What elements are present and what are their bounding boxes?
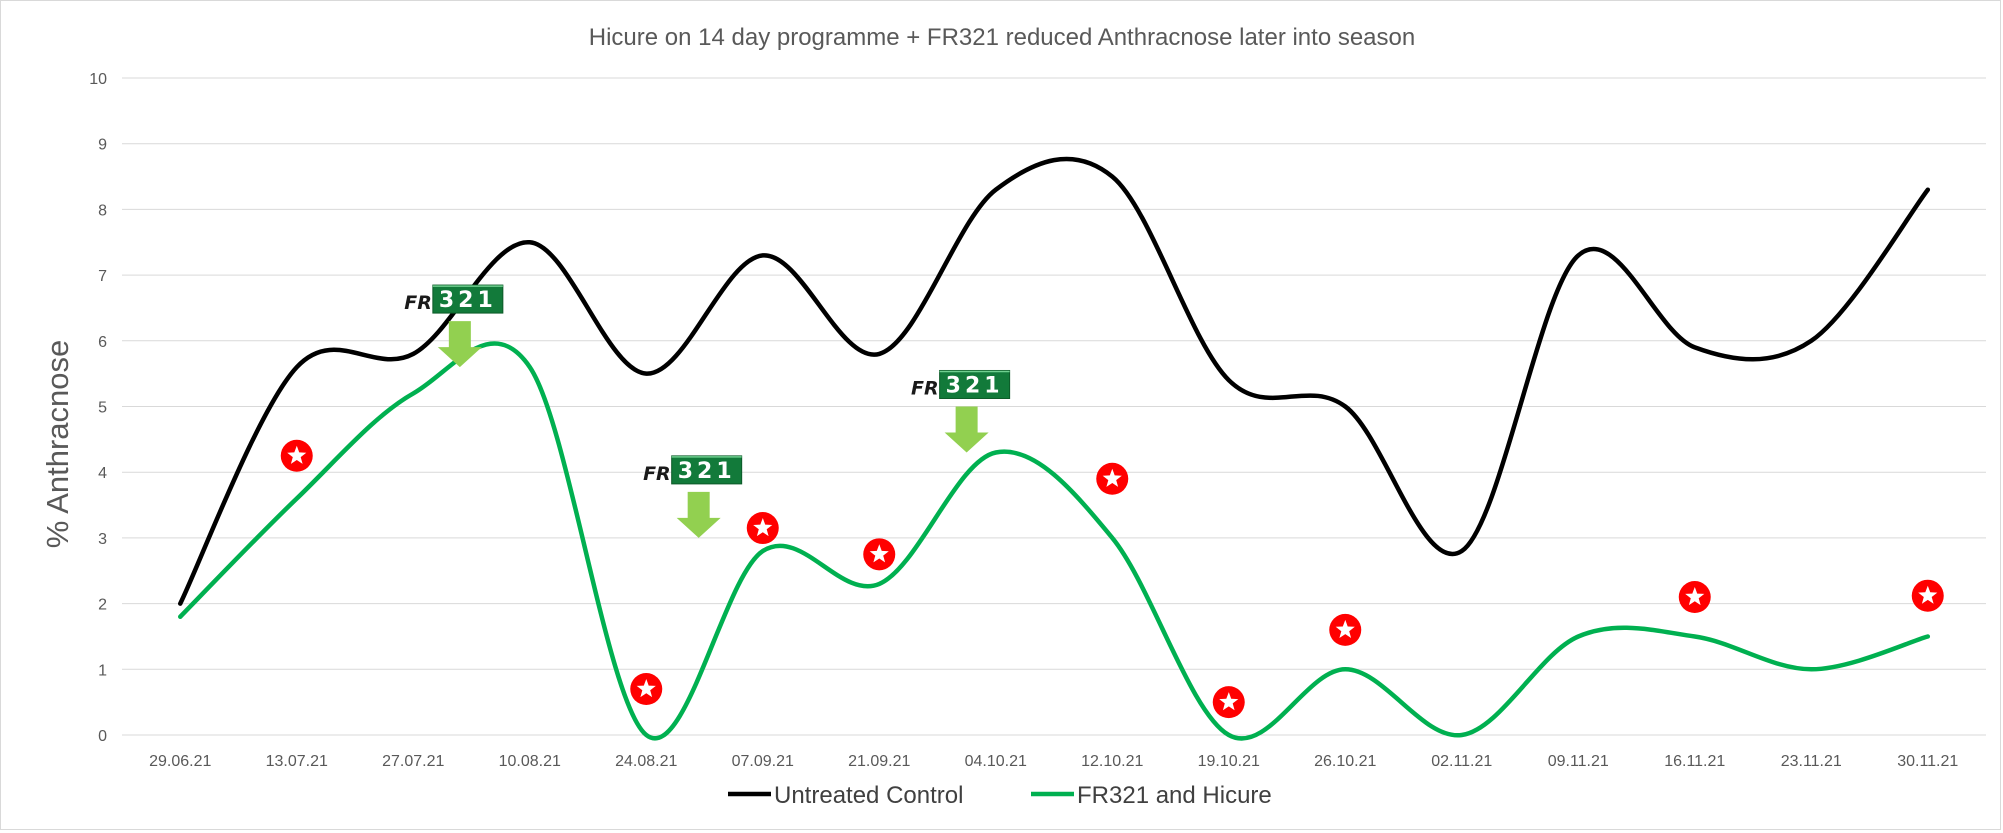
y-tick-label: 6: [98, 334, 107, 351]
x-tick-label: 04.10.21: [965, 753, 1027, 770]
x-tick-label: 16.11.21: [1664, 753, 1725, 770]
x-tick-label: 09.11.21: [1548, 753, 1609, 770]
y-axis-ticks: 0 1 2 3 4 5 6 7 8 9 10: [89, 71, 107, 745]
x-tick-label: 02.11.21: [1431, 753, 1492, 770]
hicure-star-marker: [1679, 581, 1711, 613]
fr321-annotation: FR 321: [643, 456, 742, 538]
down-arrow-icon: [677, 492, 721, 538]
hicure-star-marker: [281, 440, 313, 472]
legend-label-untreated-control: Untreated Control: [774, 782, 963, 809]
y-tick-label: 2: [98, 597, 107, 614]
x-tick-label: 24.08.21: [615, 753, 677, 770]
chart-title: Hicure on 14 day programme + FR321 reduc…: [589, 24, 1415, 51]
x-tick-label: 12.10.21: [1081, 753, 1143, 770]
x-tick-label: 29.06.21: [149, 753, 211, 770]
y-axis-label: % Anthracnose: [40, 340, 75, 549]
down-arrow-icon: [945, 406, 989, 452]
y-tick-label: 4: [98, 465, 107, 482]
fr321-number: 321: [678, 459, 736, 484]
x-tick-label: 26.10.21: [1314, 753, 1376, 770]
x-tick-label: 13.07.21: [266, 753, 328, 770]
hicure-star-marker: [1912, 580, 1944, 612]
fr321-prefix: FR: [404, 292, 432, 314]
y-tick-label: 5: [98, 400, 107, 417]
fr321-annotations: FR 321 FR 321 FR 321: [404, 285, 1009, 538]
fr321-number: 321: [946, 373, 1004, 398]
y-tick-label: 9: [98, 137, 107, 154]
series-line-untreated-control: [180, 159, 1928, 604]
y-tick-label: 8: [98, 202, 107, 219]
x-axis-ticks: 29.06.21 13.07.21 27.07.21 10.08.21 24.08.21…: [149, 753, 1958, 770]
hicure-markers: [281, 440, 1944, 718]
x-tick-label: 10.08.21: [499, 753, 561, 770]
x-tick-label: 30.11.21: [1897, 753, 1958, 770]
fr321-number: 321: [439, 288, 497, 313]
legend-label-fr321-and-hicure: FR321 and Hicure: [1077, 782, 1272, 809]
hicure-star-marker: [1096, 463, 1128, 495]
hicure-star-marker: [747, 512, 779, 544]
y-tick-label: 1: [98, 662, 107, 679]
x-tick-label: 19.10.21: [1198, 753, 1260, 770]
fr321-prefix: FR: [911, 377, 939, 399]
hicure-star-marker: [863, 538, 895, 570]
y-tick-label: 10: [89, 71, 107, 88]
x-tick-label: 07.09.21: [732, 753, 794, 770]
series-layer: [180, 159, 1928, 739]
y-tick-label: 0: [98, 728, 107, 745]
x-tick-label: 27.07.21: [382, 753, 444, 770]
hicure-star-marker: [630, 673, 662, 705]
legend: Untreated Control FR321 and Hicure: [728, 782, 1272, 809]
series-line-fr321-and-hicure: [180, 344, 1928, 739]
fr321-annotation: FR 321: [404, 285, 503, 367]
fr321-annotation: FR 321: [911, 370, 1010, 452]
y-tick-label: 3: [98, 531, 107, 548]
fr321-prefix: FR: [643, 463, 671, 485]
hicure-star-marker: [1329, 614, 1361, 646]
hicure-star-marker: [1213, 686, 1245, 718]
x-tick-label: 21.09.21: [848, 753, 910, 770]
y-tick-label: 7: [98, 268, 107, 285]
x-tick-label: 23.11.21: [1781, 753, 1842, 770]
